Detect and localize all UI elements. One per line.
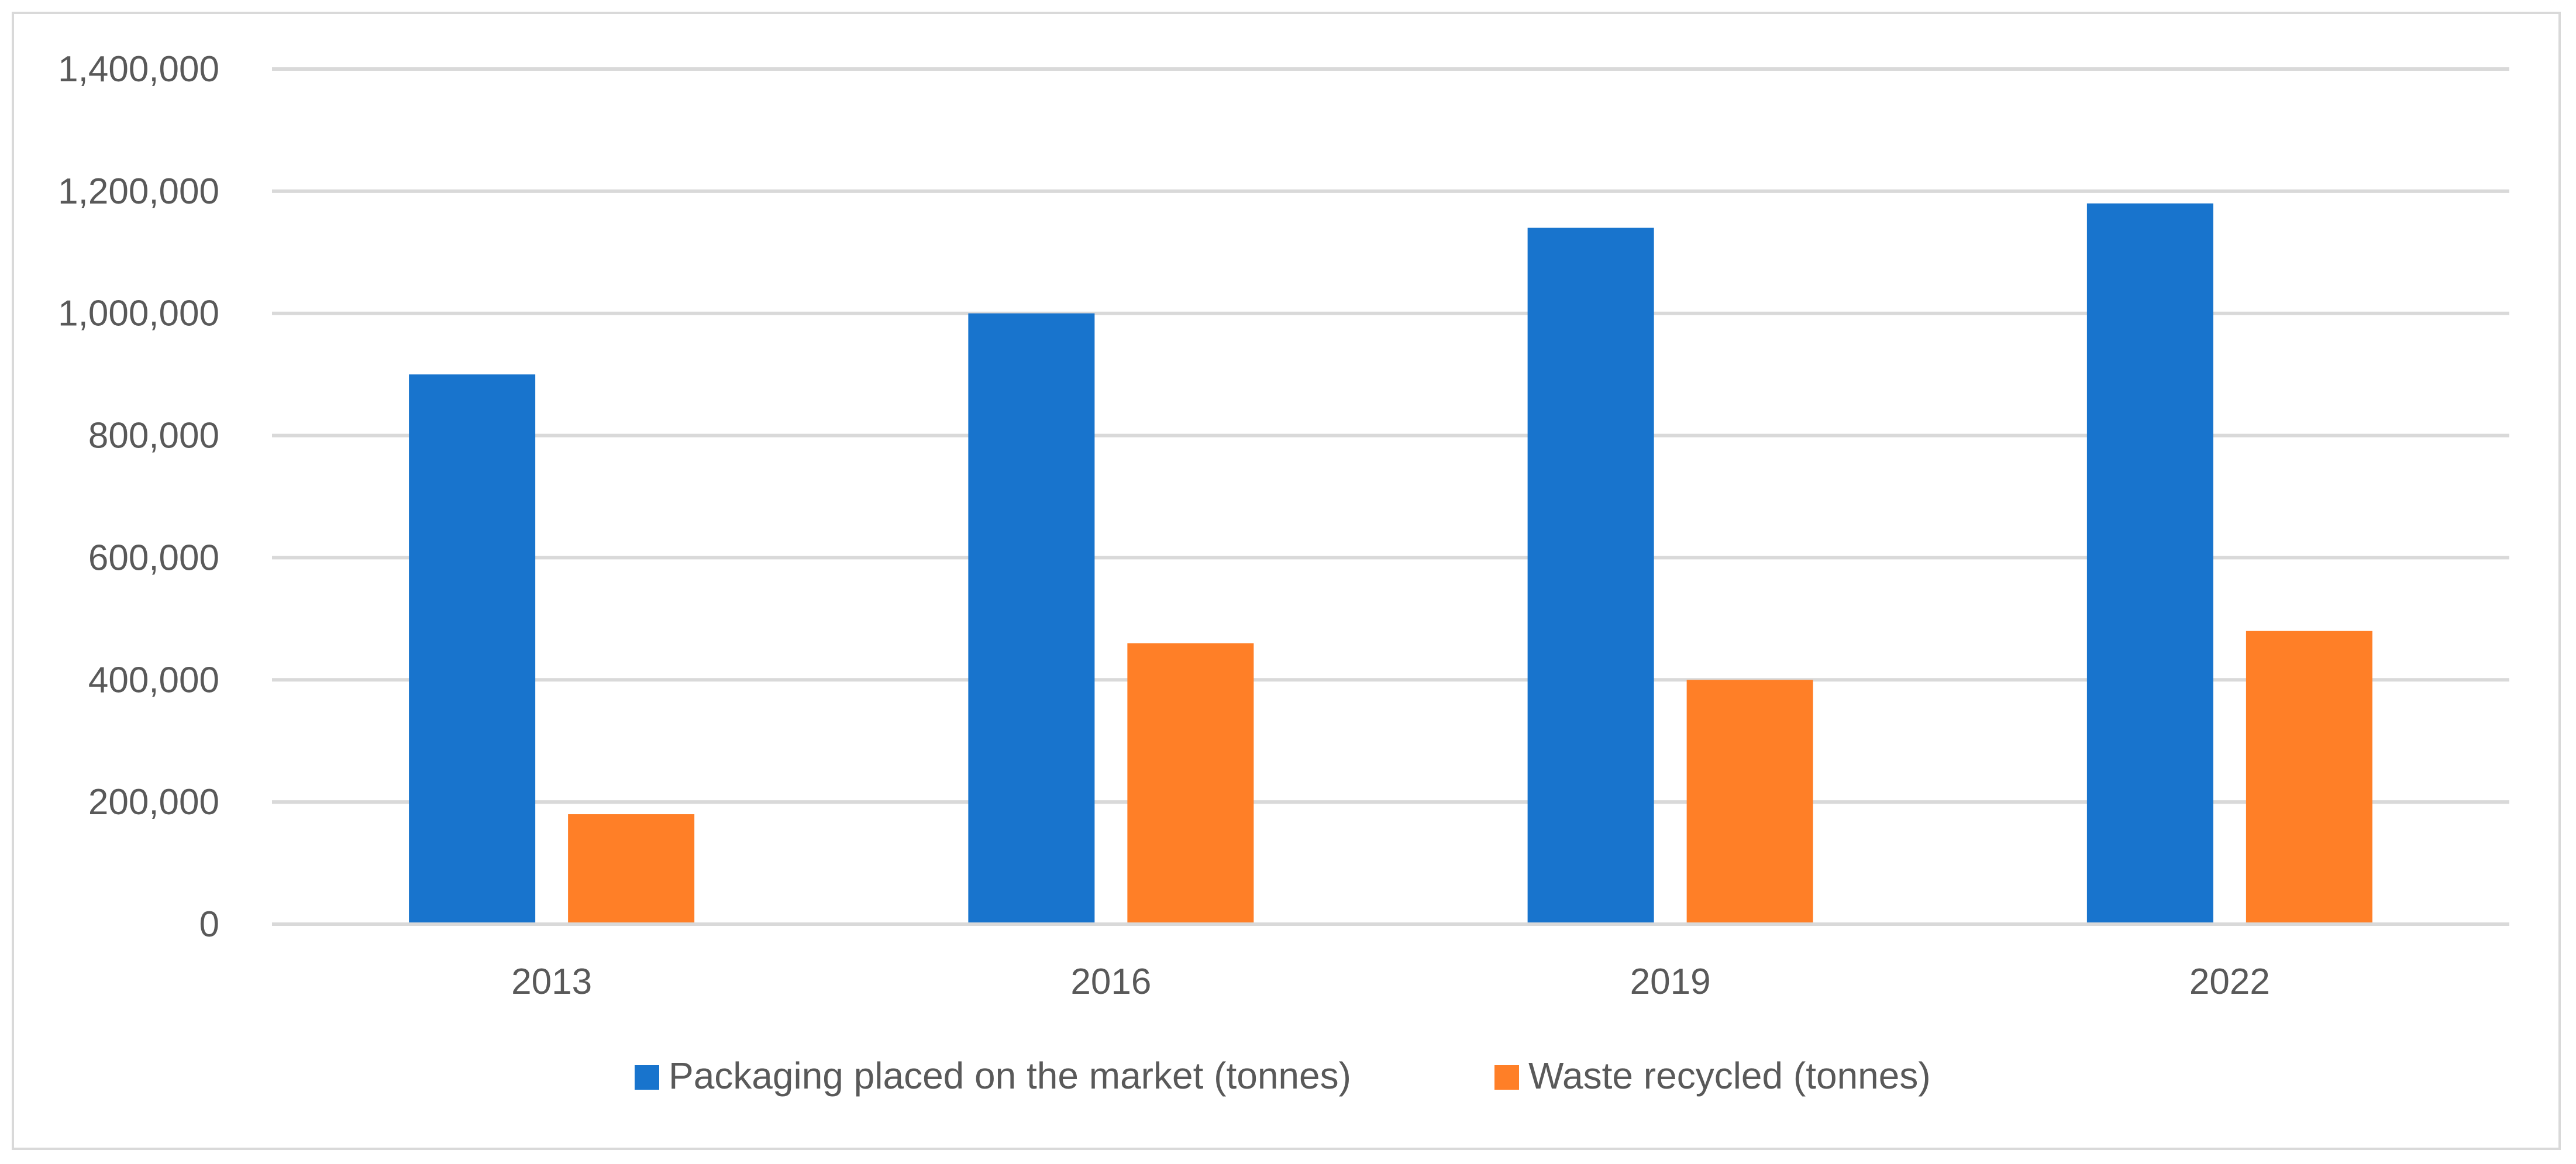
legend-swatch-packaging	[635, 1065, 659, 1090]
x-tick-label: 2016	[1070, 962, 1151, 1002]
y-tick-label: 600,000	[88, 538, 219, 578]
x-axis: 2013 2016 2019 2022	[272, 922, 2509, 1002]
y-tick-label: 0	[199, 904, 219, 945]
x-tick-label: 2013	[511, 962, 592, 1002]
bar-recycled-2019	[1686, 680, 1813, 924]
y-tick-label: 200,000	[88, 782, 219, 822]
bar-packaging-2022	[2086, 203, 2213, 924]
legend-label-recycled: Waste recycled (tonnes)	[1528, 1055, 1931, 1097]
legend: Packaging placed on the market (tonnes) W…	[635, 1055, 1931, 1097]
y-tick-label: 1,200,000	[58, 171, 219, 212]
bar-packaging-2019	[1527, 228, 1654, 924]
y-tick-label: 1,400,000	[58, 49, 219, 89]
y-tick-label: 1,000,000	[58, 294, 219, 334]
bar-packaging-2016	[968, 313, 1095, 924]
y-tick-label: 400,000	[88, 660, 219, 700]
bar-recycled-2016	[1127, 643, 1254, 924]
x-tick-label: 2022	[2189, 962, 2270, 1002]
x-tick-label: 2019	[1630, 962, 1711, 1002]
bar-packaging-2013	[409, 374, 536, 924]
bar-recycled-2013	[568, 814, 695, 924]
legend-label-packaging: Packaging placed on the market (tonnes)	[669, 1055, 1351, 1097]
y-axis: 0 200,000 400,000 600,000 800,000 1,000,000 1,…	[58, 49, 219, 945]
legend-swatch-recycled	[1494, 1065, 1519, 1090]
y-tick-label: 800,000	[88, 416, 219, 456]
bars	[409, 203, 2372, 924]
bar-recycled-2022	[2246, 631, 2372, 924]
